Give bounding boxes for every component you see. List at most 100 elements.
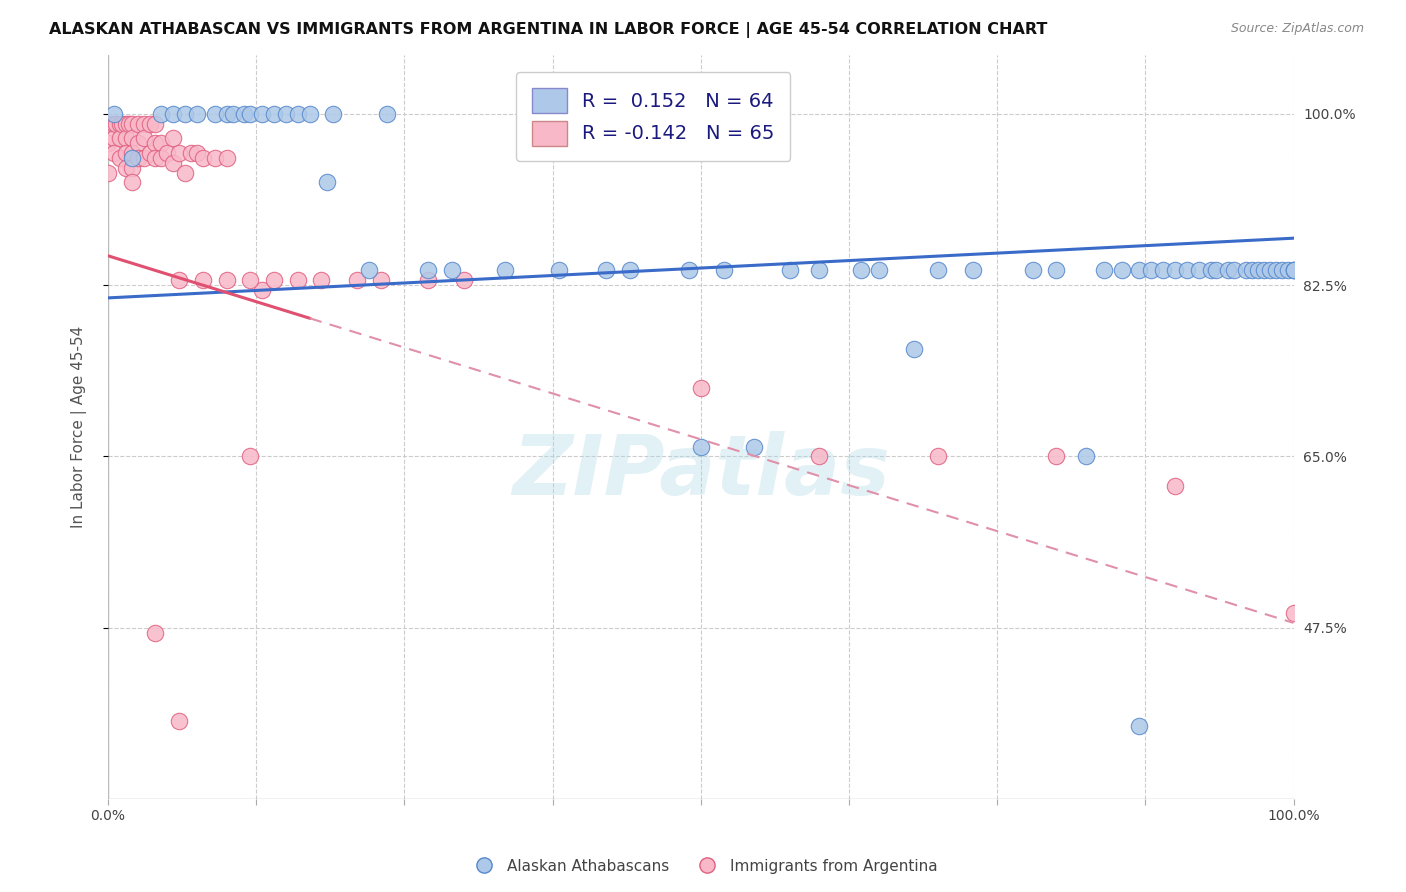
Point bbox=[132, 151, 155, 165]
Point bbox=[250, 283, 273, 297]
Point bbox=[322, 107, 344, 121]
Point bbox=[174, 165, 197, 179]
Legend: R =  0.152   N = 64, R = -0.142   N = 65: R = 0.152 N = 64, R = -0.142 N = 65 bbox=[516, 72, 790, 161]
Point bbox=[121, 131, 143, 145]
Point bbox=[138, 146, 160, 161]
Point bbox=[167, 273, 190, 287]
Point bbox=[903, 342, 925, 356]
Point bbox=[204, 151, 226, 165]
Point bbox=[132, 131, 155, 145]
Point bbox=[115, 131, 138, 145]
Point bbox=[418, 273, 440, 287]
Point bbox=[1152, 263, 1174, 277]
Point bbox=[927, 263, 949, 277]
Point bbox=[263, 273, 285, 287]
Point bbox=[263, 107, 285, 121]
Point bbox=[779, 263, 801, 277]
Point bbox=[145, 117, 167, 131]
Point bbox=[1128, 263, 1150, 277]
Point bbox=[162, 107, 184, 121]
Point bbox=[370, 273, 392, 287]
Point bbox=[1247, 263, 1270, 277]
Point bbox=[678, 263, 700, 277]
Point bbox=[849, 263, 872, 277]
Point bbox=[215, 151, 238, 165]
Point bbox=[1234, 263, 1257, 277]
Point bbox=[221, 107, 243, 121]
Point bbox=[494, 263, 516, 277]
Point bbox=[162, 156, 184, 170]
Point bbox=[868, 263, 890, 277]
Text: ZIPatlas: ZIPatlas bbox=[512, 431, 890, 512]
Point bbox=[1282, 606, 1305, 620]
Point bbox=[1140, 263, 1163, 277]
Text: Source: ZipAtlas.com: Source: ZipAtlas.com bbox=[1230, 22, 1364, 36]
Point bbox=[191, 151, 214, 165]
Point bbox=[316, 175, 339, 189]
Y-axis label: In Labor Force | Age 45-54: In Labor Force | Age 45-54 bbox=[72, 326, 87, 528]
Point bbox=[103, 107, 125, 121]
Point bbox=[186, 107, 208, 121]
Point bbox=[1264, 263, 1286, 277]
Point bbox=[239, 450, 262, 464]
Point bbox=[115, 146, 138, 161]
Point bbox=[186, 146, 208, 161]
Point bbox=[298, 107, 321, 121]
Point bbox=[1045, 450, 1067, 464]
Point bbox=[375, 107, 398, 121]
Point bbox=[1277, 263, 1299, 277]
Point bbox=[619, 263, 641, 277]
Point bbox=[150, 136, 173, 151]
Point bbox=[97, 165, 120, 179]
Point bbox=[103, 131, 125, 145]
Point bbox=[1164, 263, 1187, 277]
Point bbox=[287, 107, 309, 121]
Point bbox=[453, 273, 475, 287]
Point bbox=[145, 151, 167, 165]
Point bbox=[440, 263, 463, 277]
Point bbox=[121, 117, 143, 131]
Text: ALASKAN ATHABASCAN VS IMMIGRANTS FROM ARGENTINA IN LABOR FORCE | AGE 45-54 CORRE: ALASKAN ATHABASCAN VS IMMIGRANTS FROM AR… bbox=[49, 22, 1047, 38]
Point bbox=[1074, 450, 1097, 464]
Point bbox=[115, 117, 138, 131]
Point bbox=[132, 117, 155, 131]
Point bbox=[287, 273, 309, 287]
Point bbox=[1199, 263, 1222, 277]
Point bbox=[595, 263, 617, 277]
Point bbox=[1223, 263, 1246, 277]
Point bbox=[138, 117, 160, 131]
Point bbox=[1175, 263, 1198, 277]
Point bbox=[1240, 263, 1263, 277]
Point bbox=[97, 136, 120, 151]
Point bbox=[111, 117, 134, 131]
Point bbox=[121, 151, 143, 165]
Point bbox=[357, 263, 380, 277]
Legend: Alaskan Athabascans, Immigrants from Argentina: Alaskan Athabascans, Immigrants from Arg… bbox=[463, 853, 943, 880]
Point bbox=[167, 146, 190, 161]
Point bbox=[118, 117, 141, 131]
Point bbox=[962, 263, 984, 277]
Point bbox=[547, 263, 569, 277]
Point bbox=[145, 136, 167, 151]
Point bbox=[250, 107, 273, 121]
Point bbox=[103, 146, 125, 161]
Point bbox=[145, 625, 167, 640]
Point bbox=[150, 107, 173, 121]
Point bbox=[418, 263, 440, 277]
Point bbox=[1282, 263, 1305, 277]
Point bbox=[1282, 263, 1305, 277]
Point bbox=[156, 146, 179, 161]
Point bbox=[233, 107, 256, 121]
Point bbox=[1022, 263, 1045, 277]
Point bbox=[150, 151, 173, 165]
Point bbox=[689, 440, 711, 454]
Point bbox=[127, 117, 149, 131]
Point bbox=[1282, 263, 1305, 277]
Point bbox=[1188, 263, 1211, 277]
Point bbox=[108, 131, 131, 145]
Point bbox=[927, 450, 949, 464]
Point bbox=[127, 151, 149, 165]
Point bbox=[167, 714, 190, 728]
Point bbox=[180, 146, 202, 161]
Point bbox=[97, 117, 120, 131]
